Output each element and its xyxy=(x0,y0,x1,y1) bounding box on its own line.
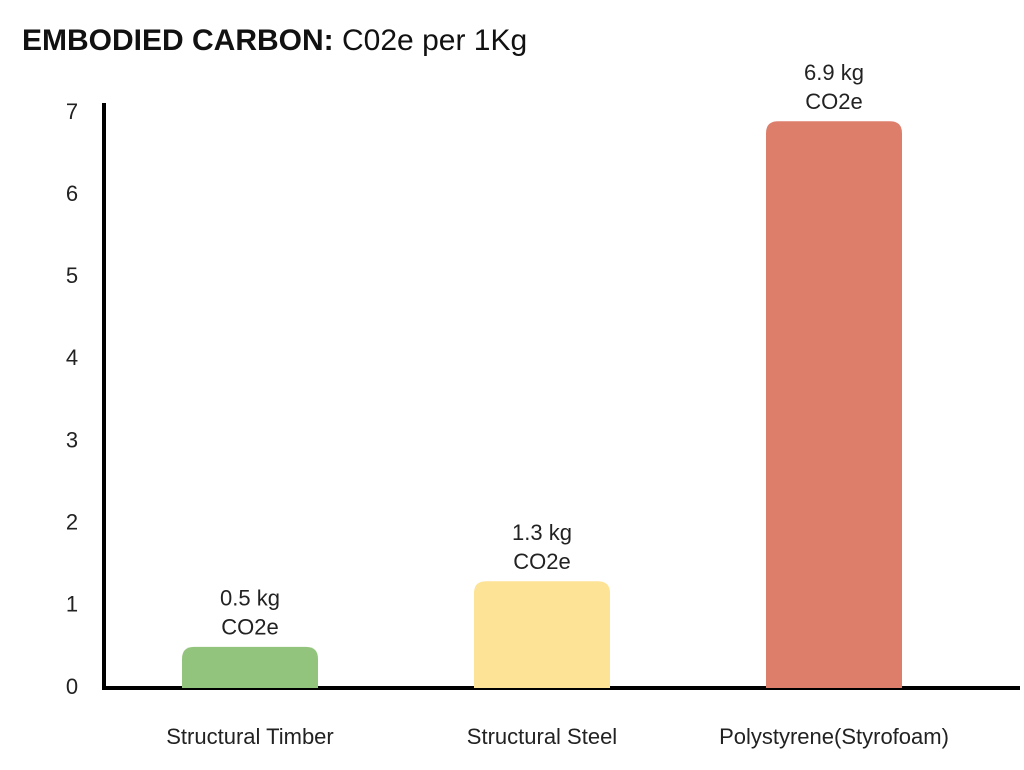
y-tick-label: 4 xyxy=(66,345,78,370)
y-tick-label: 5 xyxy=(66,263,78,288)
y-tick-label: 2 xyxy=(66,510,78,535)
value-label: CO2e xyxy=(513,549,570,574)
value-label: 1.3 kg xyxy=(512,520,572,545)
bar xyxy=(474,581,610,688)
y-tick-label: 3 xyxy=(66,427,78,452)
x-tick-label: Structural Steel xyxy=(467,724,617,749)
bar xyxy=(182,646,318,688)
y-tick-label: 1 xyxy=(66,592,78,617)
title-rest: C02e per 1Kg xyxy=(342,24,527,57)
value-label: CO2e xyxy=(221,615,278,640)
value-label: 0.5 kg xyxy=(220,586,280,611)
y-tick-label: 0 xyxy=(66,674,78,699)
title-bold: EMBODIED CARBON: xyxy=(22,24,334,57)
value-label: 6.9 kg xyxy=(804,60,864,85)
y-tick-label: 7 xyxy=(66,99,78,124)
chart-title: EMBODIED CARBON: C02e per 1Kg xyxy=(22,24,527,57)
x-tick-label: Structural Timber xyxy=(166,724,334,749)
y-tick-label: 6 xyxy=(66,181,78,206)
value-label: CO2e xyxy=(805,89,862,114)
x-tick-label: Polystyrene(Styrofoam) xyxy=(719,724,949,749)
bar xyxy=(766,121,902,688)
